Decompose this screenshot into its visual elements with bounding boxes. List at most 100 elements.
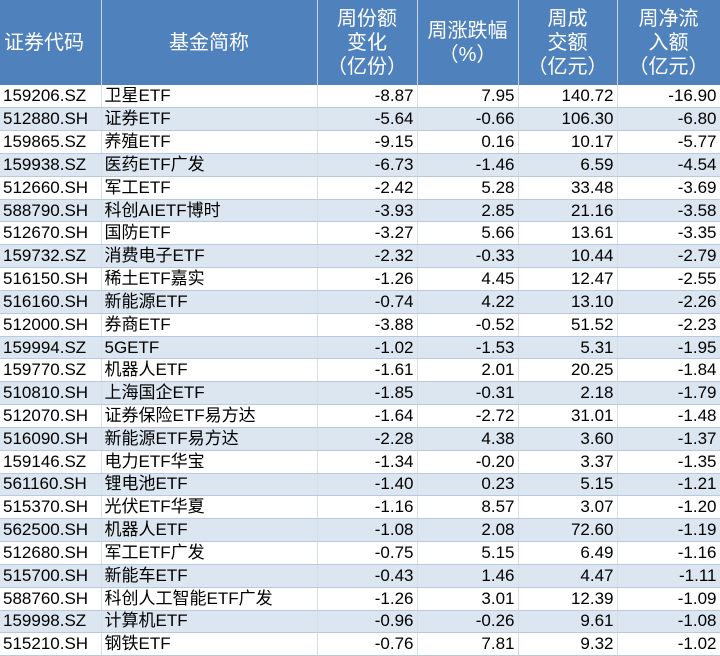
cell-pct-change: -0.33 <box>417 244 519 269</box>
cell-share-change: -0.43 <box>317 564 418 588</box>
cell-share-change: -1.26 <box>317 587 418 611</box>
cell-code: 159938.SZ <box>0 153 102 177</box>
cell-pct-change: -0.52 <box>417 313 519 337</box>
cell-pct-change: -2.72 <box>417 404 519 428</box>
cell-net-inflow: -1.08 <box>617 610 720 634</box>
cell-code: 588760.SH <box>0 587 102 611</box>
cell-share-change: -3.88 <box>317 313 418 337</box>
cell-volume: 4.47 <box>518 564 618 588</box>
table-row: 512680.SH 军工ETF广发 -0.75 5.15 6.49 -1.16 <box>0 541 720 565</box>
cell-code: 159732.SZ <box>0 244 102 269</box>
cell-pct-change: 3.01 <box>417 587 519 611</box>
cell-share-change: -9.15 <box>317 130 418 154</box>
cell-code: 159770.SZ <box>0 358 102 383</box>
cell-pct-change: -1.53 <box>417 336 519 360</box>
table-row: 588760.SH 科创人工智能ETF广发 -1.26 3.01 12.39 -1.09 <box>0 587 720 611</box>
cell-share-change: -1.85 <box>317 381 418 406</box>
cell-code: 512880.SH <box>0 107 102 132</box>
cell-share-change: -6.73 <box>317 153 418 177</box>
table-row: 159146.SZ 电力ETF华宝 -1.34 -0.20 3.37 -1.35 <box>0 450 720 474</box>
table-row: 159206.SZ 卫星ETF -8.87 7.95 140.72 -16.90 <box>0 85 720 109</box>
cell-share-change: -1.64 <box>317 404 418 428</box>
table-row: 515210.SH 钢铁ETF -0.76 7.81 9.32 -1.02 <box>0 632 720 656</box>
table-row: 516090.SH 新能源ETF易方达 -2.28 4.38 3.60 -1.37 <box>0 427 720 451</box>
cell-code: 516150.SH <box>0 267 102 291</box>
cell-code: 159146.SZ <box>0 450 102 474</box>
cell-pct-change: 5.66 <box>417 221 519 246</box>
cell-code: 512670.SH <box>0 221 102 246</box>
table-row: 159998.SZ 计算机ETF -0.96 -0.26 9.61 -1.08 <box>0 610 720 634</box>
cell-name: 稀土ETF嘉实 <box>101 267 318 291</box>
cell-name: 锂电池ETF <box>101 473 318 497</box>
cell-volume: 10.44 <box>518 244 618 269</box>
cell-net-inflow: -1.35 <box>617 450 720 474</box>
cell-volume: 72.60 <box>518 518 618 543</box>
cell-pct-change: 2.01 <box>417 358 519 383</box>
cell-volume: 13.61 <box>518 221 618 246</box>
cell-share-change: -5.64 <box>317 107 418 132</box>
cell-share-change: -3.27 <box>317 221 418 246</box>
cell-volume: 20.25 <box>518 358 618 383</box>
table-row: 512070.SH 证券保险ETF易方达 -1.64 -2.72 31.01 -1.48 <box>0 404 720 428</box>
header-share-change: 周份额 变化 （亿份） <box>317 0 418 85</box>
cell-volume: 6.59 <box>518 153 618 177</box>
cell-share-change: -2.28 <box>317 427 418 451</box>
cell-share-change: -1.16 <box>317 495 418 520</box>
cell-name: 光伏ETF华夏 <box>101 495 318 520</box>
cell-volume: 5.31 <box>518 336 618 360</box>
cell-volume: 12.39 <box>518 587 618 611</box>
cell-pct-change: 5.15 <box>417 541 519 565</box>
table-row: 159938.SZ 医药ETF广发 -6.73 -1.46 6.59 -4.54 <box>0 153 720 177</box>
cell-pct-change: 2.08 <box>417 518 519 543</box>
header-line: （亿份） <box>327 55 407 78</box>
cell-name: 军工ETF <box>101 176 318 200</box>
cell-net-inflow: -1.84 <box>617 358 720 383</box>
cell-volume: 12.47 <box>518 267 618 291</box>
cell-pct-change: 5.28 <box>417 176 519 200</box>
cell-pct-change: -0.20 <box>417 450 519 474</box>
table-row: 512670.SH 国防ETF -3.27 5.66 13.61 -3.35 <box>0 221 720 246</box>
cell-name: 证券保险ETF易方达 <box>101 404 318 428</box>
cell-name: 5GETF <box>101 336 318 360</box>
cell-name: 机器人ETF <box>101 358 318 383</box>
cell-volume: 2.18 <box>518 381 618 406</box>
cell-name: 卫星ETF <box>101 85 318 109</box>
table-row: 516150.SH 稀土ETF嘉实 -1.26 4.45 12.47 -2.55 <box>0 267 720 291</box>
cell-share-change: -3.93 <box>317 199 418 223</box>
header-line: （亿元） <box>527 55 608 78</box>
cell-share-change: -0.96 <box>317 610 418 634</box>
cell-volume: 10.17 <box>518 130 618 154</box>
cell-share-change: -1.40 <box>317 473 418 497</box>
cell-share-change: -1.26 <box>317 267 418 291</box>
table-row: 561160.SH 锂电池ETF -1.40 0.23 5.15 -1.21 <box>0 473 720 497</box>
cell-name: 国防ETF <box>101 221 318 246</box>
cell-net-inflow: -1.11 <box>617 564 720 588</box>
cell-code: 512000.SH <box>0 313 102 337</box>
cell-net-inflow: -5.77 <box>617 130 720 154</box>
cell-name: 养殖ETF <box>101 130 318 154</box>
cell-pct-change: -0.26 <box>417 610 519 634</box>
cell-name: 机器人ETF <box>101 518 318 543</box>
cell-net-inflow: -1.16 <box>617 541 720 565</box>
cell-volume: 33.48 <box>518 176 618 200</box>
cell-pct-change: 8.57 <box>417 495 519 520</box>
header-row: 证券代码 基金简称 周份额 变化 （亿份） 周涨跌幅 （%） 周成 交额 （亿元… <box>0 0 720 85</box>
table-row: 515370.SH 光伏ETF华夏 -1.16 8.57 3.07 -1.20 <box>0 495 720 520</box>
cell-name: 新能源ETF <box>101 290 318 314</box>
cell-pct-change: 7.95 <box>417 85 519 109</box>
cell-code: 515210.SH <box>0 632 102 656</box>
cell-net-inflow: -6.80 <box>617 107 720 132</box>
cell-code: 515700.SH <box>0 564 102 588</box>
cell-volume: 9.61 <box>518 610 618 634</box>
header-line: 入额 <box>648 31 689 54</box>
cell-volume: 51.52 <box>518 313 618 337</box>
cell-name: 新能源ETF易方达 <box>101 427 318 451</box>
cell-code: 516160.SH <box>0 290 102 314</box>
cell-share-change: -1.02 <box>317 336 418 360</box>
cell-code: 561160.SH <box>0 473 102 497</box>
cell-name: 新能车ETF <box>101 564 318 588</box>
cell-pct-change: 7.81 <box>417 632 519 656</box>
cell-code: 515370.SH <box>0 495 102 520</box>
cell-name: 军工ETF广发 <box>101 541 318 565</box>
